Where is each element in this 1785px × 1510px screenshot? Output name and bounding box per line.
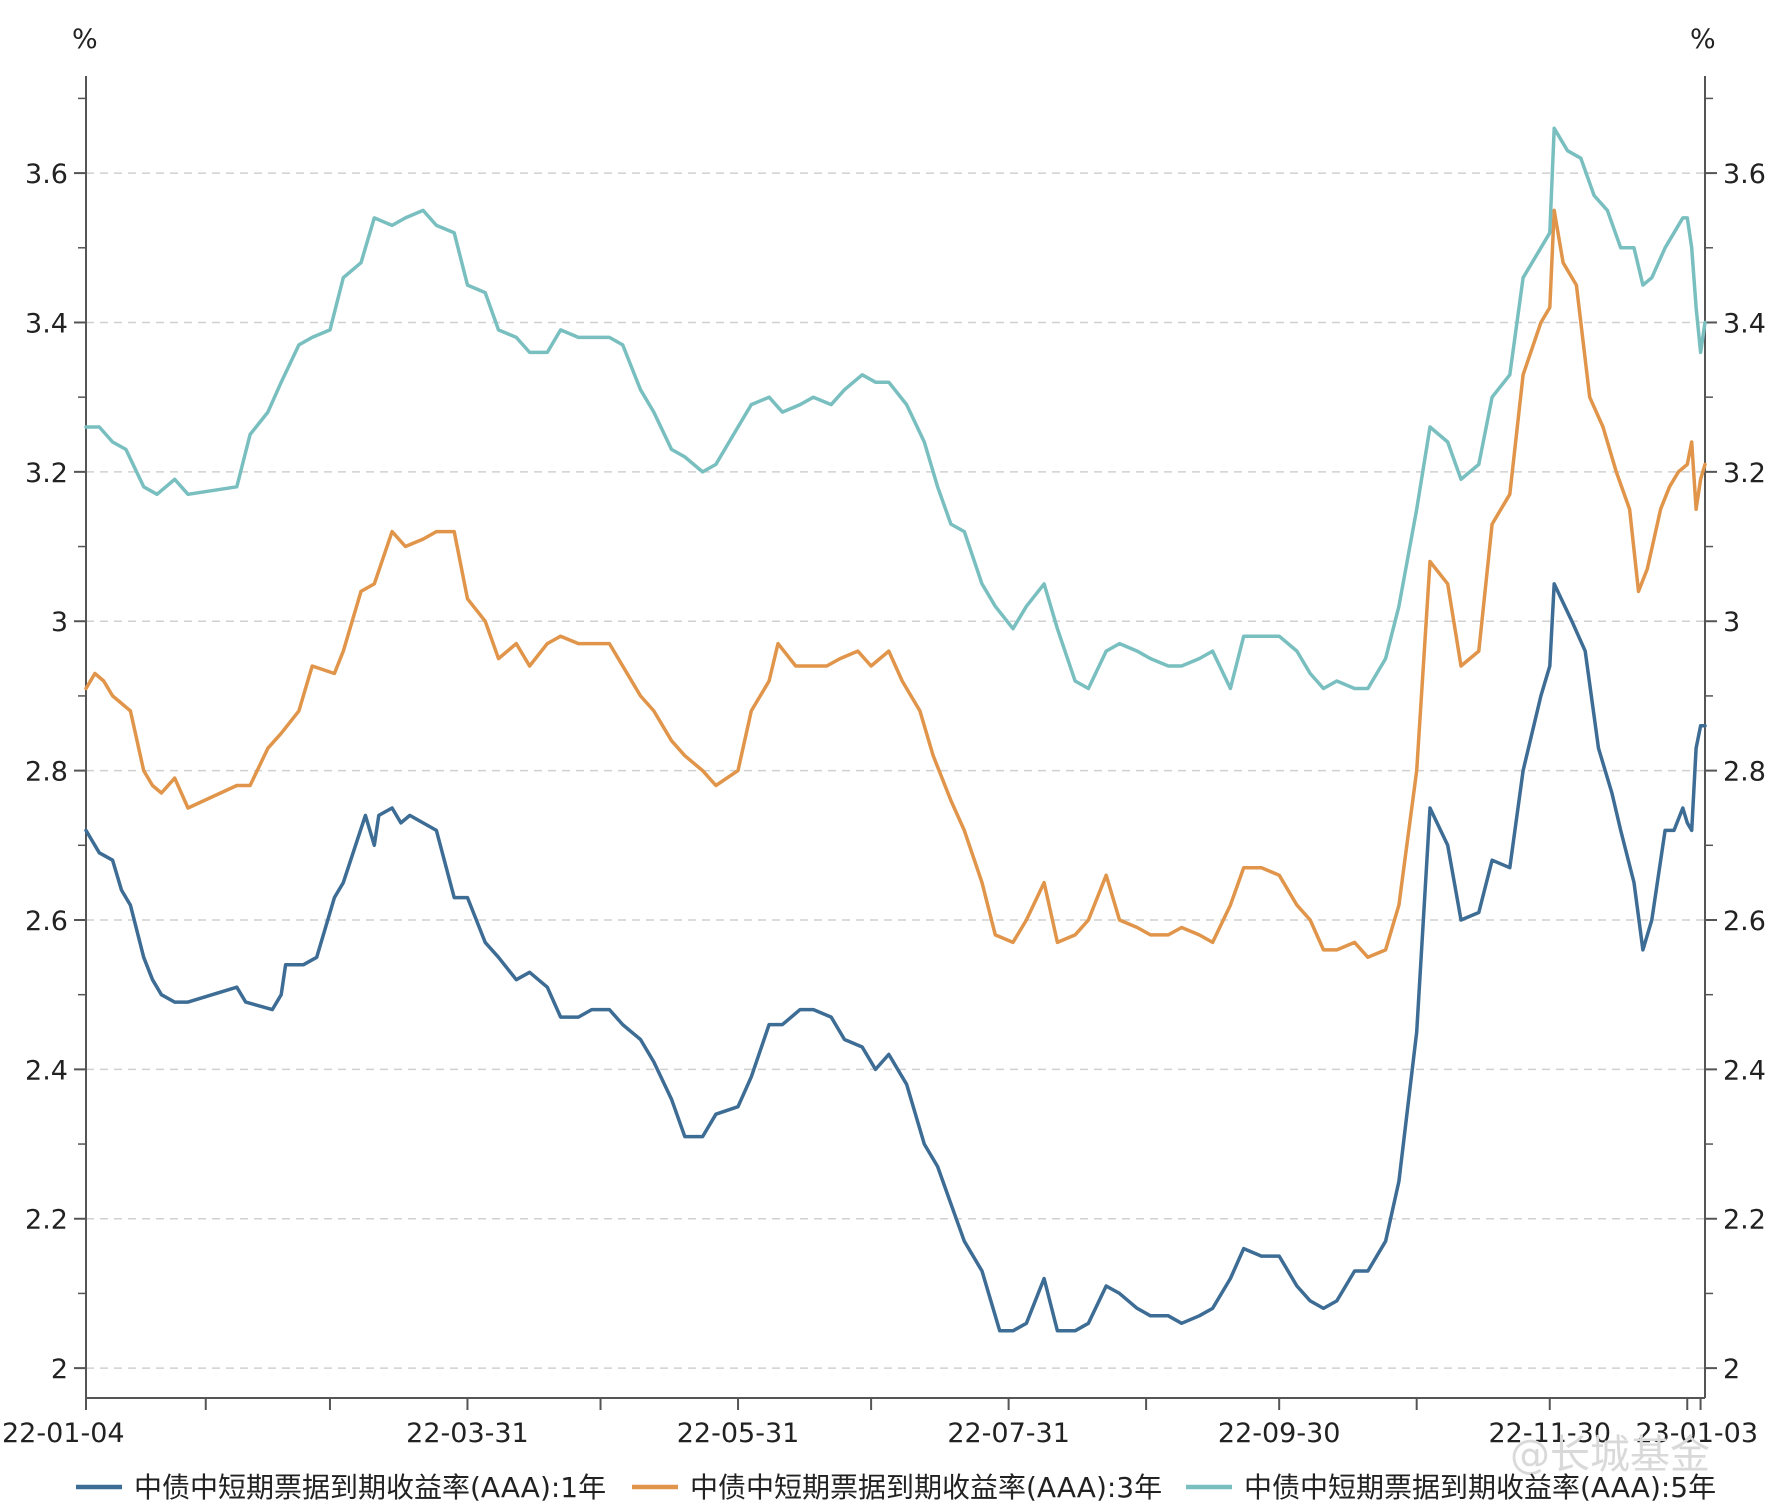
series-line-1 — [84, 582, 1707, 1333]
x-tick-label: 22-07-31 — [947, 1418, 1070, 1449]
x-tick-label: 22-11-30 — [1488, 1418, 1611, 1449]
x-tick-label: 22-01-04 — [2, 1418, 125, 1449]
series-line-2 — [84, 208, 1707, 960]
legend-label-1: 中债中短期票据到期收益率(AAA):1年 — [134, 1471, 606, 1504]
legend: 中债中短期票据到期收益率(AAA):1年 中债中短期票据到期收益率(AAA):3年… — [76, 1471, 1716, 1504]
legend-label-3: 中债中短期票据到期收益率(AAA):5年 — [1244, 1471, 1716, 1504]
y-tick-label-right: 2.6 — [1723, 906, 1766, 937]
y-tick-label-left: 2.6 — [25, 906, 68, 937]
right-unit-label: % — [1690, 24, 1716, 55]
x-tick-label: 22-03-31 — [406, 1418, 529, 1449]
gridlines — [86, 172, 1705, 1369]
x-axis-ticks: 22-01-04 22-03-31 22-05-31 22-07-31 22-09-30… — [2, 1398, 1758, 1449]
y-tick-label-right: 2.8 — [1723, 757, 1766, 788]
y-tick-label-left: 3.4 — [25, 308, 68, 339]
y-tick-label-left: 2.2 — [25, 1205, 68, 1236]
legend-label-2: 中债中短期票据到期收益率(AAA):3年 — [690, 1471, 1162, 1504]
y-tick-label-left: 2 — [51, 1354, 68, 1385]
x-tick-label: 22-05-31 — [677, 1418, 800, 1449]
y-tick-label-right: 2 — [1723, 1354, 1740, 1385]
series-line-3 — [84, 126, 1707, 691]
axes — [85, 76, 1706, 1399]
left-unit-label: % — [72, 24, 98, 55]
y-tick-label-left: 2.8 — [25, 757, 68, 788]
watermark-text: @长城基金 — [1510, 1432, 1710, 1478]
y-tick-label-right: 2.4 — [1723, 1055, 1766, 1086]
y-tick-label-right: 3.4 — [1723, 308, 1766, 339]
y-tick-label-left: 3.6 — [25, 159, 68, 190]
y-tick-label-right: 3.2 — [1723, 458, 1766, 489]
x-tick-label: 23-01-03 — [1635, 1418, 1758, 1449]
series-lines — [84, 126, 1707, 1333]
y-tick-label-left: 2.4 — [25, 1055, 68, 1086]
y-tick-label-right: 2.2 — [1723, 1205, 1766, 1236]
y-tick-label-left: 3.2 — [25, 458, 68, 489]
y-axis-ticks: 2 2 2.2 2.2 2.4 2.4 2.6 2.6 2.8 2.8 3 3 3.2 3.2 3.4 3.4… — [25, 97, 1766, 1385]
y-tick-label-left: 3 — [51, 607, 68, 638]
x-tick-label: 22-09-30 — [1218, 1418, 1341, 1449]
y-tick-label-right: 3 — [1723, 607, 1740, 638]
y-tick-label-right: 3.6 — [1723, 159, 1766, 190]
